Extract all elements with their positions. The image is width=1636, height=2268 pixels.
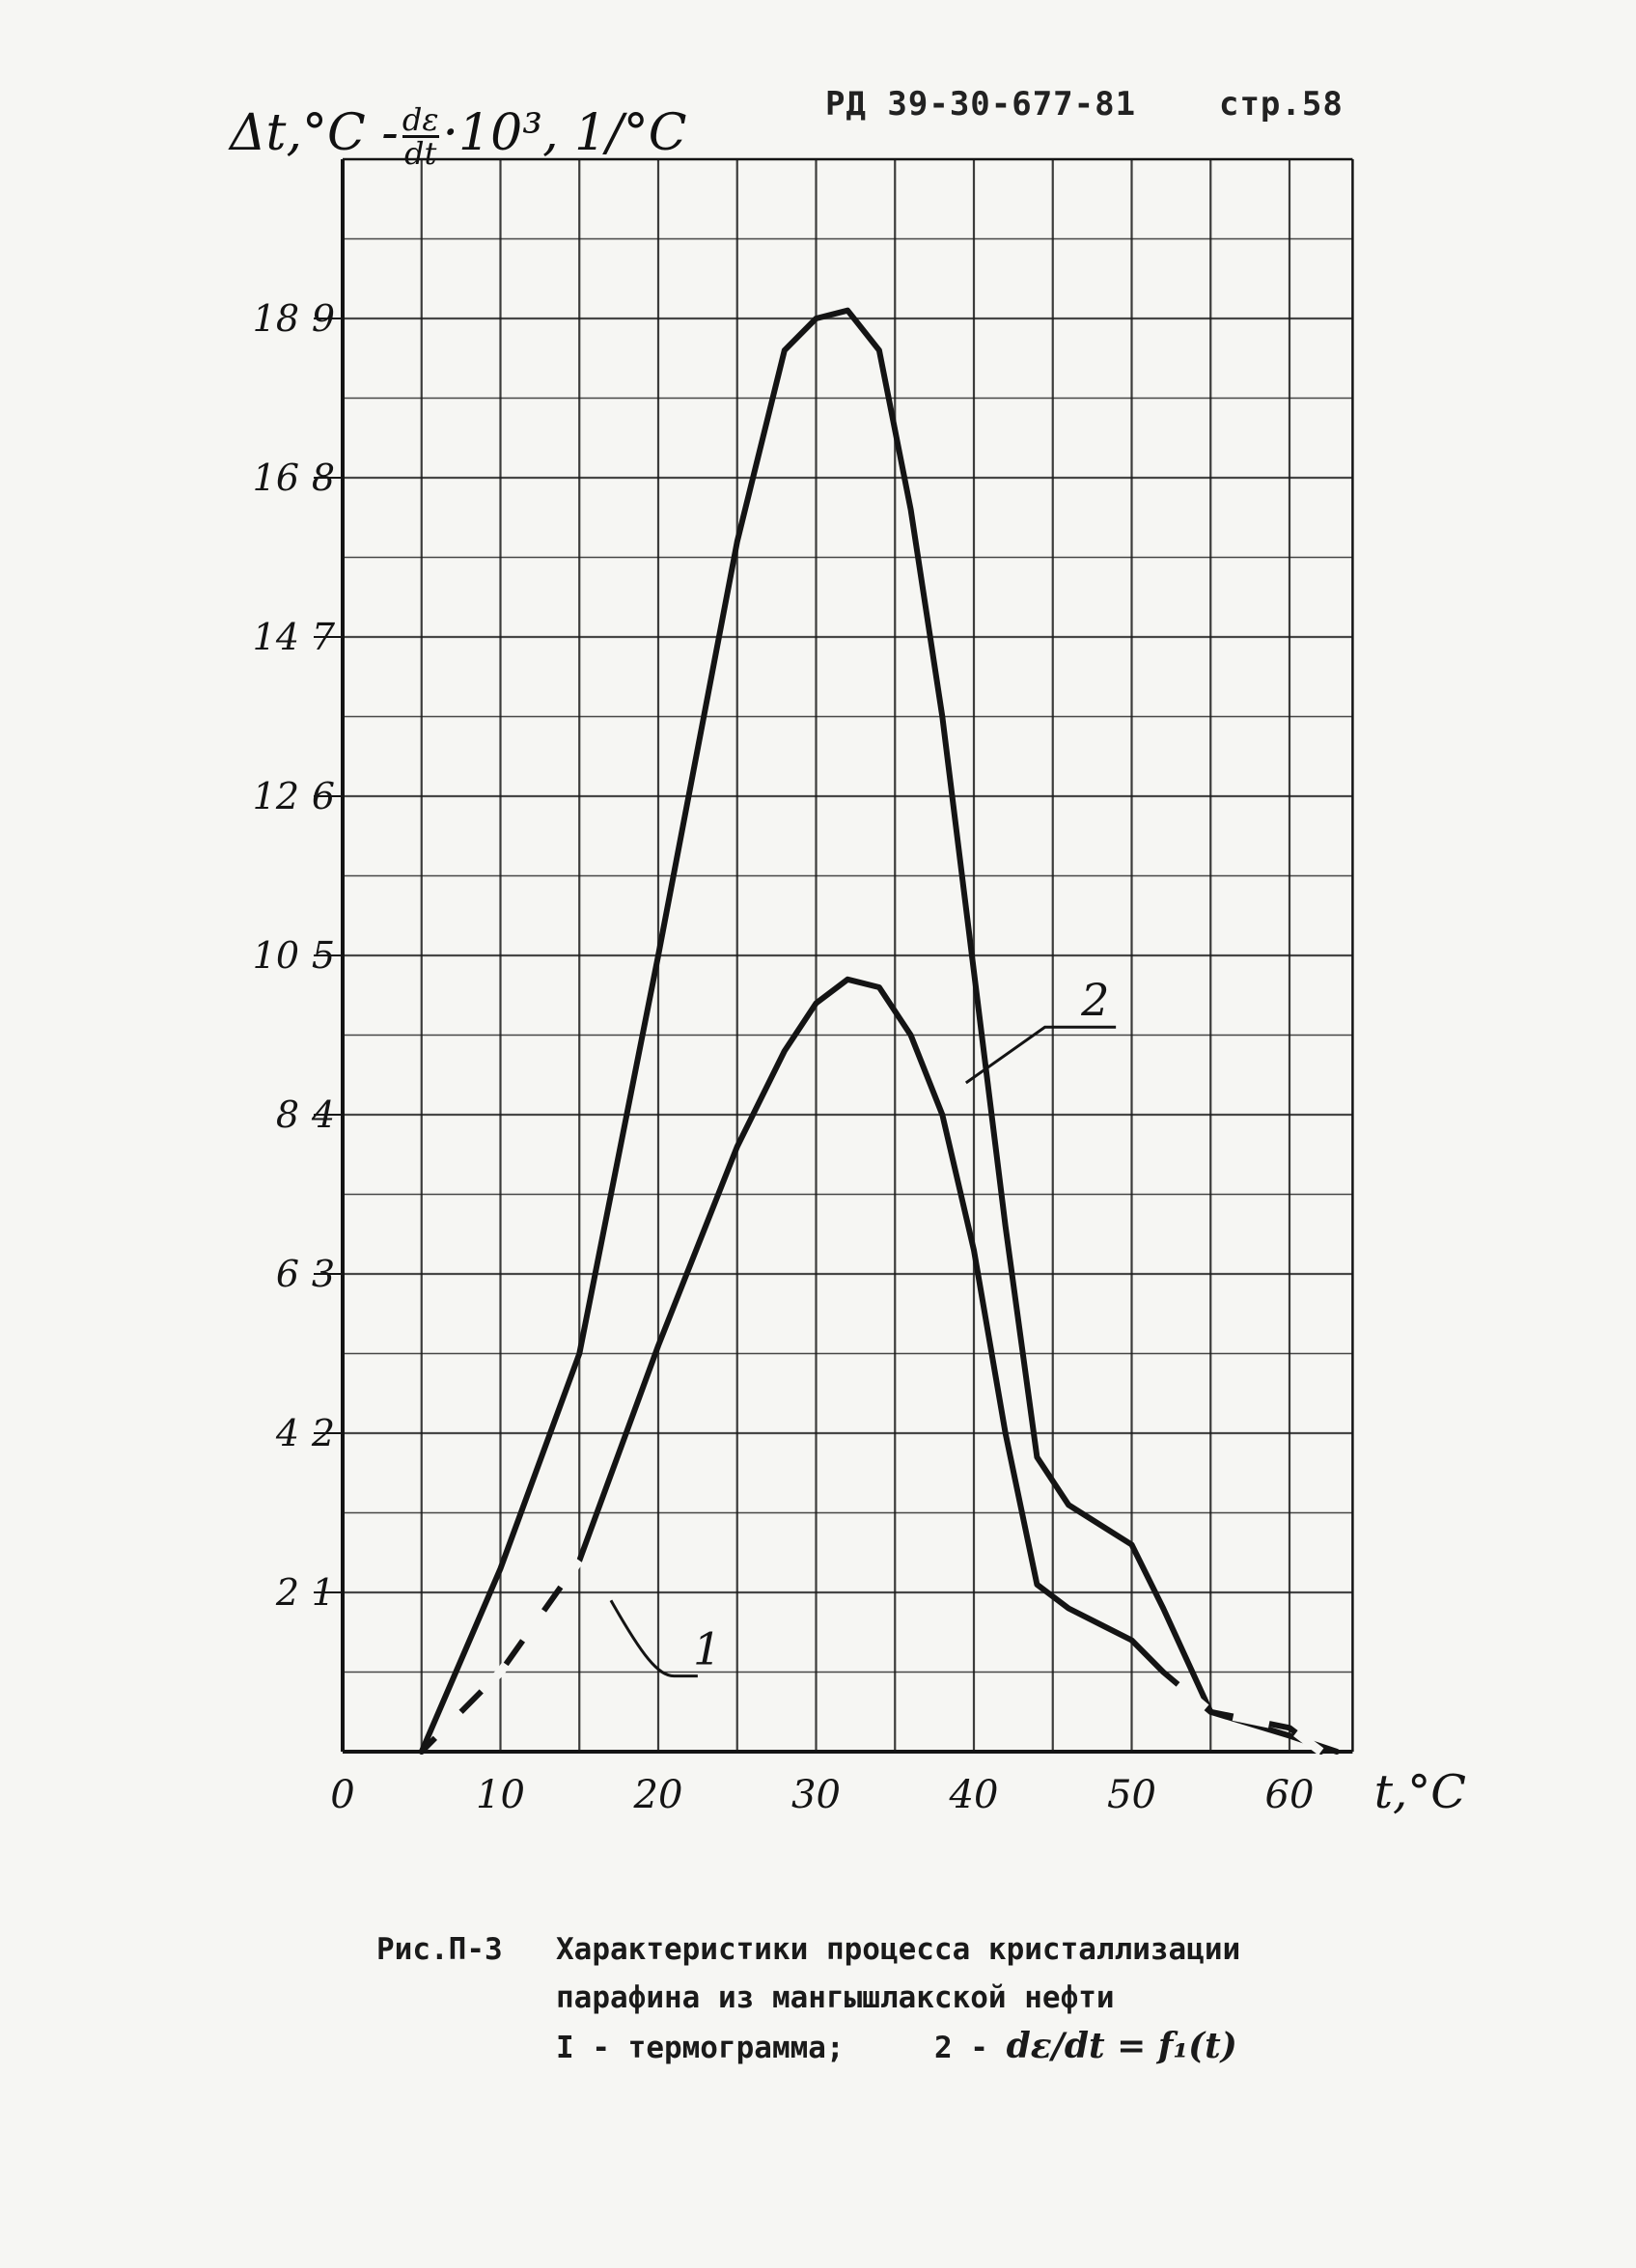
- series-1-dash-gap: [1160, 1669, 1324, 1756]
- x-tick-label: 40: [949, 1773, 999, 1817]
- chart-grid: [343, 159, 1353, 1752]
- y-tick-label-inner: 3: [312, 1253, 335, 1295]
- document-header: РД 39-30-677-81 стр.58: [825, 85, 1344, 124]
- x-tick-label: 0: [330, 1773, 354, 1817]
- x-tick-label: 10: [476, 1773, 525, 1817]
- y-tick-label-outer: 10: [253, 934, 299, 977]
- x-tick-label: 60: [1265, 1773, 1315, 1817]
- y-tick-label-outer: 14: [253, 616, 299, 658]
- caption-line-2: парафина из мангышлакской нефти: [556, 1980, 1115, 2015]
- caption-formula: dε/dt = f₁(t): [1006, 2026, 1237, 2066]
- y-tick-label-inner: 8: [312, 456, 335, 499]
- x-tick-label: 30: [791, 1773, 841, 1817]
- caption-label: Рис.П-3: [376, 1932, 503, 1967]
- y-tick-label-outer: 8: [276, 1093, 299, 1136]
- x-tick-label: 50: [1107, 1773, 1156, 1817]
- page-number: стр.58: [1218, 85, 1344, 124]
- x-tick-label: 20: [633, 1773, 683, 1817]
- caption-line-3-part-a: I - термограмма;: [556, 2031, 845, 2065]
- y-tick-label-outer: 18: [253, 297, 299, 340]
- y-tick-label-outer: 16: [253, 456, 299, 499]
- y-tick-label-inner: 2: [311, 1412, 335, 1454]
- y-tick-label-inner: 6: [312, 775, 335, 817]
- y-tick-label-outer: 6: [276, 1253, 299, 1295]
- doc-reference: РД 39-30-677-81: [825, 85, 1137, 124]
- series-1-line: [418, 976, 1324, 1755]
- series-2-label: 2: [1080, 974, 1109, 1026]
- y-tick-label-outer: 2: [275, 1571, 299, 1614]
- caption-line-3-part-b: 2 -: [933, 2031, 988, 2065]
- x-axis-label: t,°C: [1374, 1765, 1466, 1819]
- y-tick-label-inner: 1: [312, 1571, 335, 1614]
- y-tick-label-inner: 4: [311, 1093, 335, 1136]
- series-1-leader-line: [609, 1599, 698, 1678]
- y-tick-label-outer: 12: [253, 775, 299, 817]
- figure-caption: Рис.П-3 Характеристики процесса кристалли…: [376, 1925, 1240, 2072]
- chart-annotations: 12: [609, 974, 1117, 1678]
- y-axis-label: Δt,°C - dε dt ·10³, 1/°C: [230, 101, 687, 172]
- chart-axes: [341, 157, 1354, 1754]
- series-2-leader-line: [964, 1025, 1117, 1085]
- y-tick-label-inner: 7: [312, 616, 336, 658]
- series-1-label: 1: [693, 1622, 721, 1674]
- y-tick-label-inner: 5: [312, 934, 335, 977]
- y-tick-label-outer: 4: [275, 1412, 299, 1454]
- caption-line-1: Характеристики процесса кристаллизации: [556, 1932, 1241, 1967]
- chart-series: [418, 307, 1341, 1756]
- series-1-dash-gap: [418, 1558, 583, 1756]
- y-tick-label-inner: 9: [312, 297, 335, 340]
- series-2-line: [418, 307, 1341, 1755]
